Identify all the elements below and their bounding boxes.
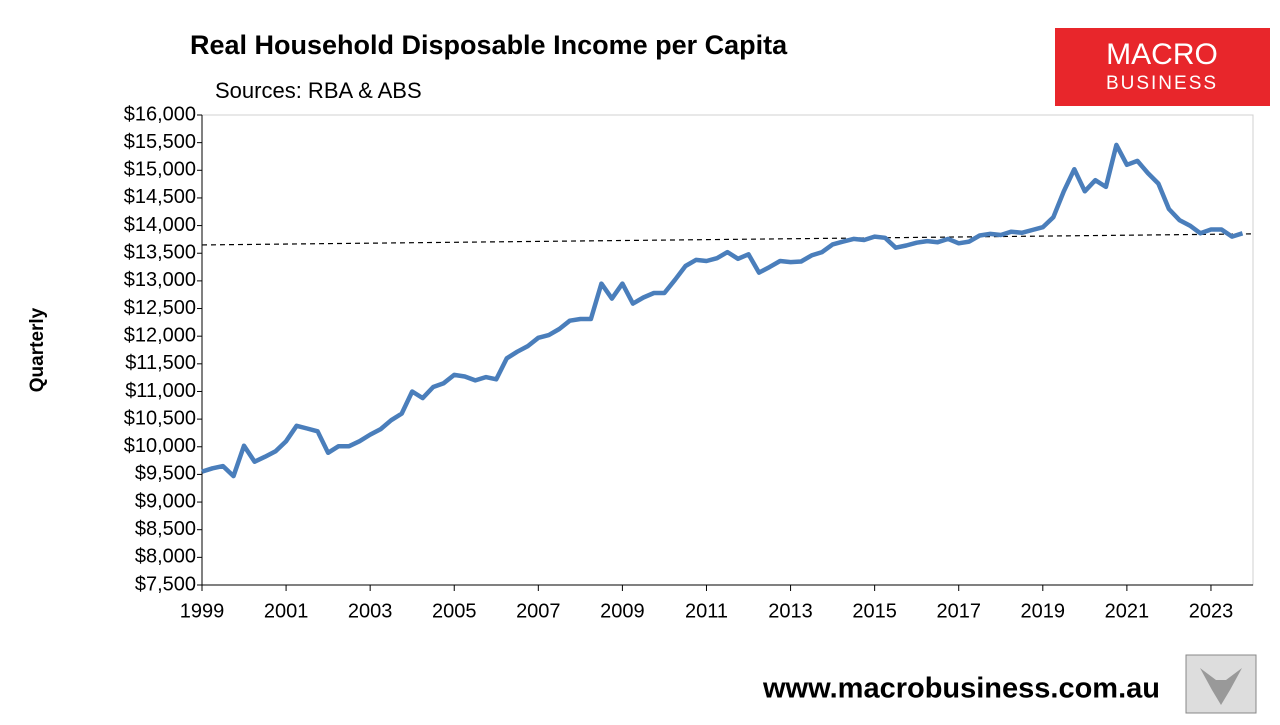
y-tick-label: $14,000 [124,214,196,236]
data-line [201,142,1244,479]
x-tick-label: 2023 [1189,600,1234,622]
y-tick-label: $11,000 [125,380,196,402]
y-tick-label: $9,000 [135,490,196,512]
y-tick-label: $10,000 [124,435,196,457]
y-tick-label: $12,500 [124,297,196,319]
y-tick-label: $13,000 [124,269,196,291]
x-tick-label: 2017 [936,600,981,622]
y-tick-label: $12,000 [124,324,196,346]
y-tick-label: $8,000 [135,546,196,568]
x-tick-label: 1999 [180,600,225,622]
y-tick-label: $13,500 [124,242,196,264]
chart-title: Real Household Disposable Income per Cap… [190,30,788,60]
x-tick-label: 2013 [768,600,813,622]
y-tick-label: $15,000 [124,159,196,181]
x-tick-label: 2015 [852,600,897,622]
plot-area [201,114,1254,586]
logo-text: BUSINESS [1106,73,1218,94]
y-axis-label: Quarterly [27,307,48,392]
y-tick-label: $16,000 [124,103,196,125]
footer-url: www.macrobusiness.com.au [762,673,1160,705]
x-tick-label: 2011 [685,600,728,622]
x-tick-label: 2007 [516,600,561,622]
y-tick-label: $11,500 [125,352,196,374]
x-tick-label: 2001 [264,600,309,622]
y-tick-label: $15,500 [124,131,196,153]
x-tick-label: 2009 [600,600,645,622]
reference-line [201,233,1254,246]
logo-text: MACRO [1106,38,1218,71]
chart-subtitle: Sources: RBA & ABS [215,78,422,103]
x-tick-label: 2003 [348,600,393,622]
y-tick-label: $7,500 [135,573,196,595]
y-tick-label: $10,500 [124,407,196,429]
x-tick-label: 2019 [1021,600,1066,622]
x-tick-label: 2005 [432,600,477,622]
y-tick-label: $8,500 [135,518,196,540]
y-tick-label: $9,500 [135,463,196,485]
fox-icon [1200,668,1242,705]
y-tick-label: $14,500 [124,186,196,208]
x-tick-label: 2021 [1105,600,1150,622]
logo-box [1055,28,1270,106]
